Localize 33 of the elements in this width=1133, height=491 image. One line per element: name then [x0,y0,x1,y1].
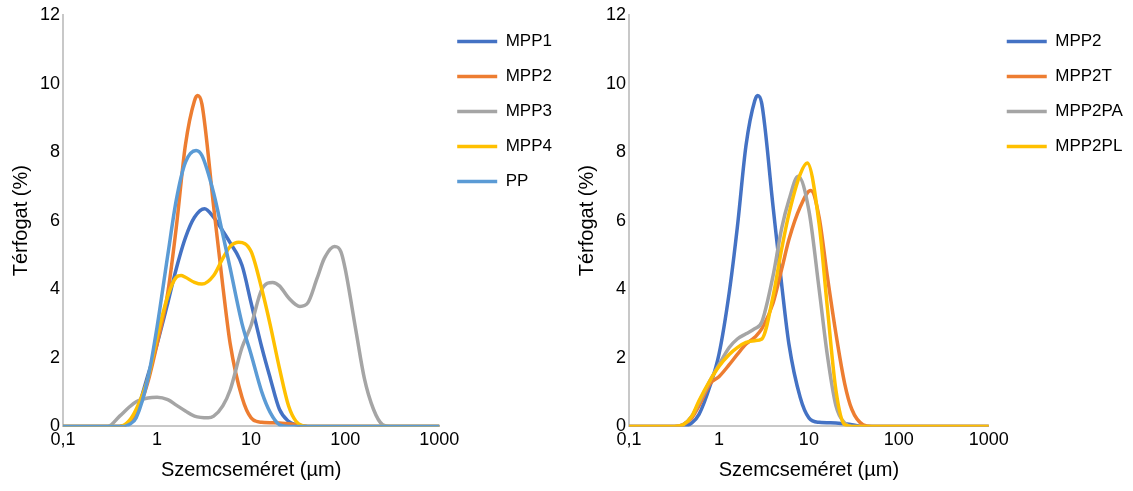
legend-label: MPP4 [505,136,552,156]
y-tick-label: 12 [39,3,61,24]
legend-label: MPP3 [505,101,552,121]
x-tick-label: 1000 [419,429,460,450]
x-axis-title: Szemcseméret (µm) [160,457,342,480]
x-tick-label: 100 [330,429,361,450]
y-tick-label: 6 [616,209,627,230]
y-tick-label: 4 [50,278,61,299]
x-tick-label: 1000 [968,429,1009,450]
y-tick-label: 10 [605,72,627,93]
legend-label: MPP2 [505,66,552,86]
x-axis-title: Szemcseméret (µm) [718,457,900,480]
y-tick-label: 12 [605,3,627,24]
y-tick-label: 6 [50,209,61,230]
y-tick-label: 8 [50,141,61,162]
y-tick-label: 10 [39,72,61,93]
x-tick-label: 10 [798,429,819,450]
x-tick-label: 100 [883,429,914,450]
x-tick-label: 1 [713,429,724,450]
y-tick-label: 2 [50,346,61,367]
legend-label: MPP1 [505,31,552,51]
y-tick-label: 4 [616,278,627,299]
legend-label: MPP2PL [1055,136,1123,156]
y-tick-label: 8 [616,141,627,162]
legend-label: MPP2PA [1055,101,1124,121]
legend-label: MPP2 [1055,31,1102,51]
x-tick-label: 1 [152,429,163,450]
y-tick-label: 2 [616,346,627,367]
legend-label: PP [505,171,529,191]
x-tick-label: 10 [241,429,262,450]
y-axis-title: Térfogat (%) [574,165,597,277]
legend-label: MPP2T [1055,66,1112,86]
y-axis-title: Térfogat (%) [8,165,31,277]
